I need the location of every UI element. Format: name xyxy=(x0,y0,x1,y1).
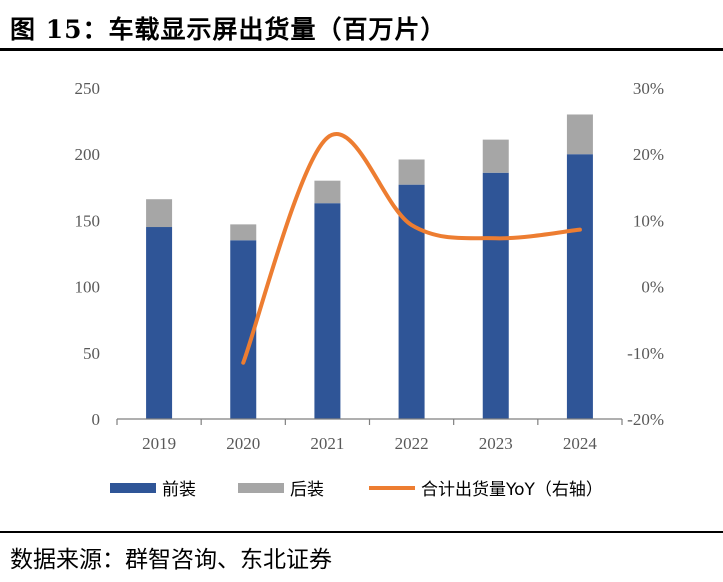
right-tick-label: 10% xyxy=(633,211,664,230)
page-title: 图 15：车载显示屏出货量（百万片） xyxy=(10,15,447,44)
title-divider xyxy=(0,48,723,51)
left-tick-label: 50 xyxy=(83,344,100,363)
bar-rear-2020 xyxy=(230,224,257,241)
category-label-2021: 2021 xyxy=(310,434,344,453)
bar-rear-2019 xyxy=(146,199,173,228)
left-tick-label: 200 xyxy=(75,145,101,164)
left-tick-label: 250 xyxy=(75,79,101,98)
right-tick-label: 0% xyxy=(641,278,664,297)
category-label-2022: 2022 xyxy=(395,434,429,453)
left-tick-label: 150 xyxy=(75,211,101,230)
bar-front-2019 xyxy=(146,227,173,419)
right-axis-ticks: -20% -10% 0% 10% 20% 30% xyxy=(627,79,664,429)
bar-rear-2024 xyxy=(566,114,593,155)
right-tick-label: 30% xyxy=(633,79,664,98)
legend-swatch-front xyxy=(110,483,156,493)
category-labels: 2019 2020 2021 2022 2023 2024 xyxy=(142,434,597,453)
bar-rear-2022 xyxy=(398,159,425,185)
right-tick-label: -10% xyxy=(627,344,664,363)
legend-label-yoy: 合计出货量YoY（右轴） xyxy=(421,480,603,500)
legend-label-front: 前装 xyxy=(162,480,196,500)
right-tick-label: -20% xyxy=(627,410,664,429)
bar-front-2023 xyxy=(482,172,509,419)
bar-rear-2023 xyxy=(482,139,509,173)
category-label-2023: 2023 xyxy=(479,434,513,453)
right-tick-label: 20% xyxy=(633,145,664,164)
source-note: 数据来源：群智咨询、东北证券 xyxy=(10,547,332,573)
legend-label-rear: 后装 xyxy=(290,480,324,500)
category-label-2024: 2024 xyxy=(563,434,598,453)
legend-swatch-rear xyxy=(238,483,284,493)
bars xyxy=(146,114,593,419)
shipment-chart: 0 50 100 150 200 250 -20% -10% 0% 10% 20% 30% 2019… xyxy=(75,79,665,500)
category-label-2020: 2020 xyxy=(226,434,260,453)
left-tick-label: 100 xyxy=(75,278,101,297)
left-tick-label: 0 xyxy=(92,410,101,429)
category-label-2019: 2019 xyxy=(142,434,176,453)
x-axis-ticks xyxy=(116,419,623,425)
yoy-line xyxy=(241,132,582,365)
bar-front-2021 xyxy=(314,203,341,419)
legend: 前装 后装 合计出货量YoY（右轴） xyxy=(110,480,603,500)
bar-rear-2021 xyxy=(314,180,341,204)
source-divider xyxy=(0,531,723,533)
bar-front-2024 xyxy=(566,154,593,419)
left-axis-ticks: 0 50 100 150 200 250 xyxy=(75,79,101,429)
